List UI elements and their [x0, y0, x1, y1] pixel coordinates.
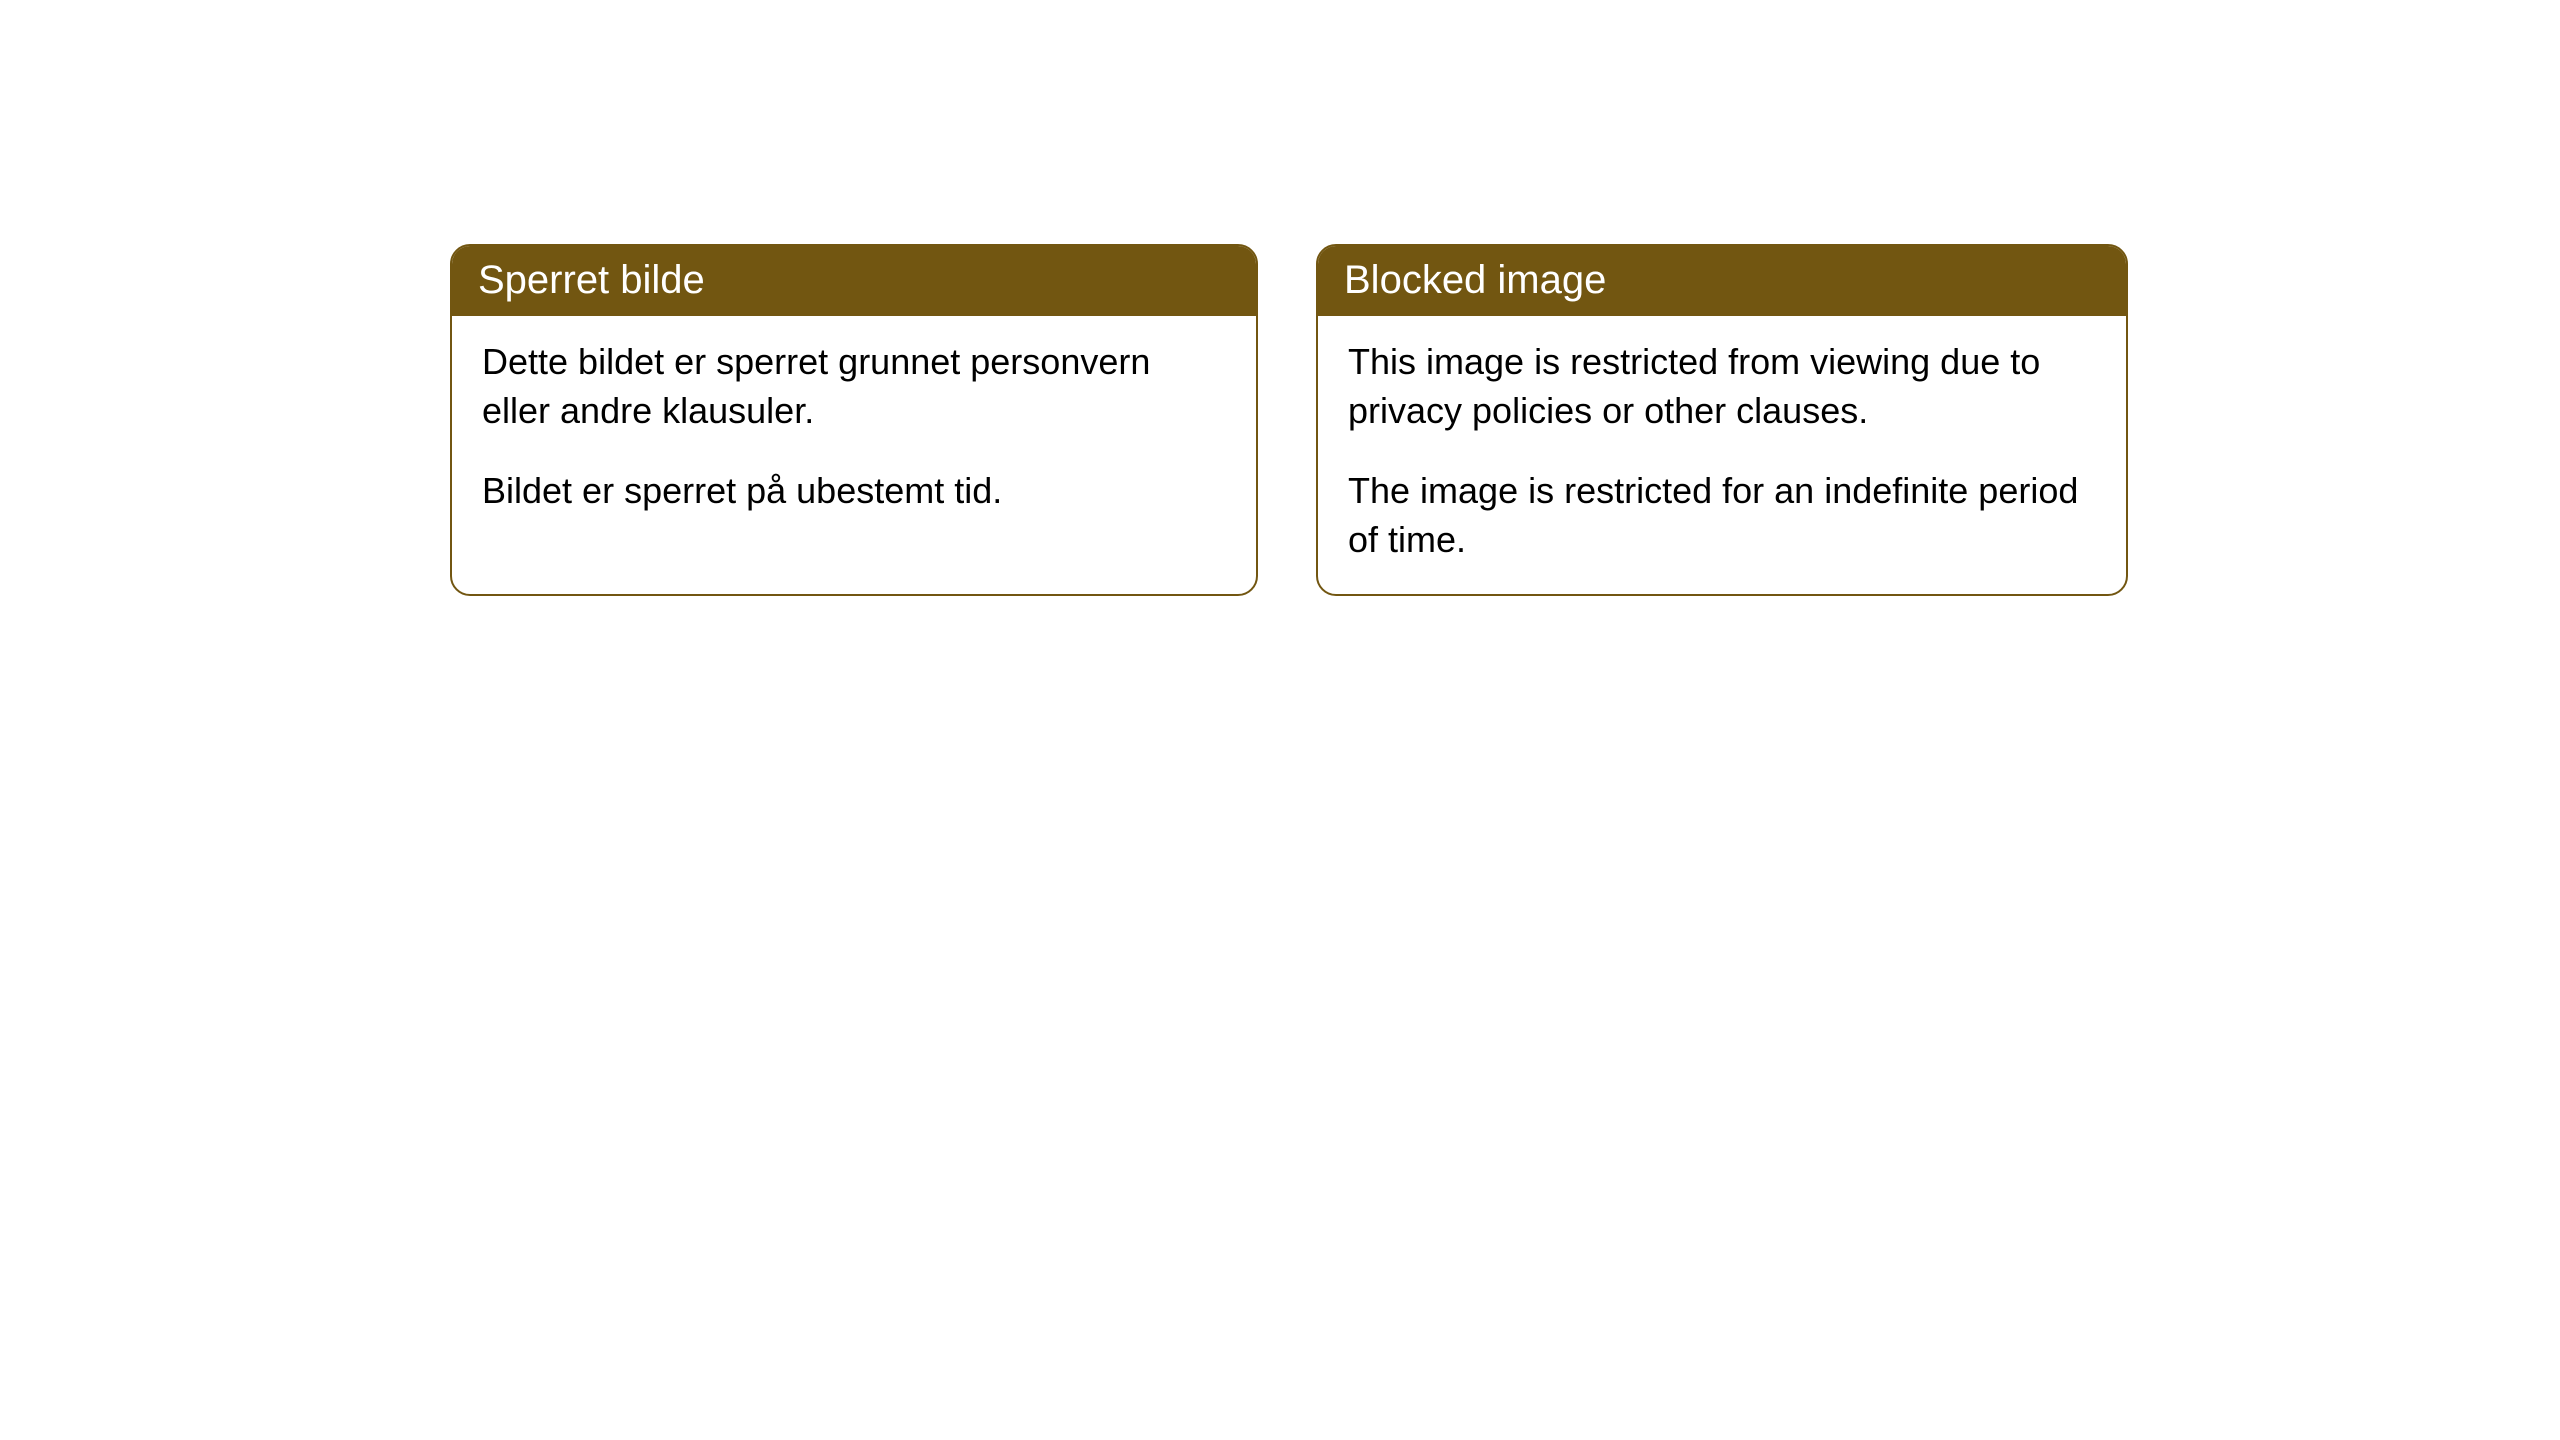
card-paragraph-2-norwegian: Bildet er sperret på ubestemt tid. — [482, 467, 1226, 516]
blocked-image-card-english: Blocked image This image is restricted f… — [1316, 244, 2128, 596]
card-paragraph-1-english: This image is restricted from viewing du… — [1348, 338, 2096, 435]
card-body-english: This image is restricted from viewing du… — [1318, 316, 2126, 594]
card-header-norwegian: Sperret bilde — [452, 246, 1256, 316]
card-paragraph-1-norwegian: Dette bildet er sperret grunnet personve… — [482, 338, 1226, 435]
notice-cards-container: Sperret bilde Dette bildet er sperret gr… — [450, 244, 2128, 596]
blocked-image-card-norwegian: Sperret bilde Dette bildet er sperret gr… — [450, 244, 1258, 596]
card-paragraph-2-english: The image is restricted for an indefinit… — [1348, 467, 2096, 564]
card-header-english: Blocked image — [1318, 246, 2126, 316]
card-body-norwegian: Dette bildet er sperret grunnet personve… — [452, 316, 1256, 566]
